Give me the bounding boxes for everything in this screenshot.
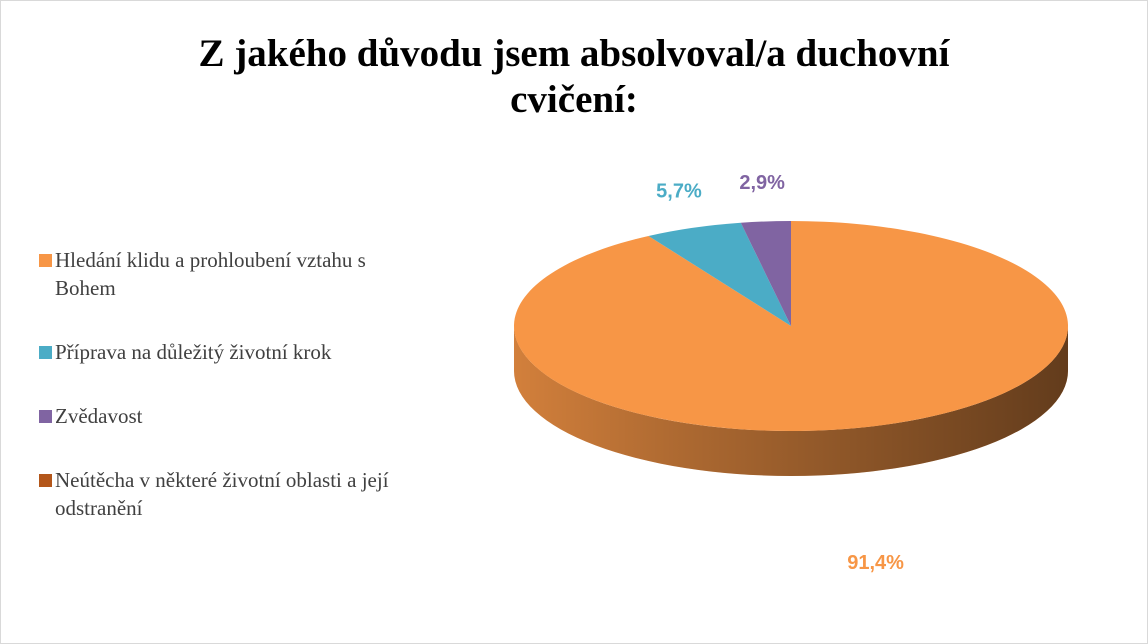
legend-label: Zvědavost xyxy=(55,404,143,428)
legend-item: Příprava na důležitý životní krok xyxy=(39,338,399,366)
pie-slice xyxy=(648,222,791,326)
legend-label: Hledání klidu a prohloubení vztahu s Boh… xyxy=(55,248,366,300)
legend-swatch xyxy=(39,346,52,359)
legend-item: Hledání klidu a prohloubení vztahu s Boh… xyxy=(39,246,399,302)
pie-slice xyxy=(740,221,791,326)
legend-swatch xyxy=(39,474,52,487)
legend-swatch xyxy=(39,254,52,267)
legend-label: Příprava na důležitý životní krok xyxy=(55,340,332,364)
legend-label: Neútěcha v některé životní oblasti a jej… xyxy=(55,468,389,520)
legend: Hledání klidu a prohloubení vztahu s Boh… xyxy=(39,246,399,558)
pie-side-shade xyxy=(514,326,1068,476)
data-label: 5,7% xyxy=(656,181,702,203)
legend-item: Zvědavost xyxy=(39,402,399,430)
chart-title: Z jakého důvodu jsem absolvoval/a duchov… xyxy=(198,32,950,121)
legend-swatch xyxy=(39,410,52,423)
legend-item: Neútěcha v některé životní oblasti a jej… xyxy=(39,466,399,522)
data-label: 2,9% xyxy=(739,172,785,194)
data-label: 91,4% xyxy=(847,552,904,574)
